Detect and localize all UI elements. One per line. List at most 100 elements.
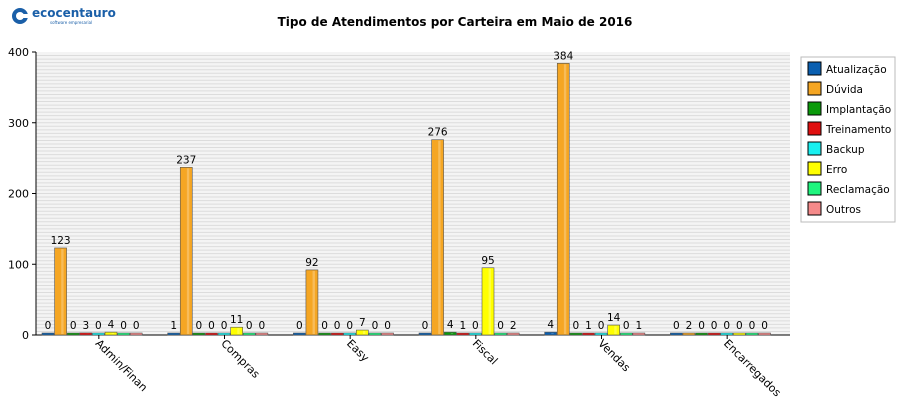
bar (494, 332, 507, 336)
bar (506, 332, 520, 336)
data-label: 0 (711, 320, 718, 332)
bar (556, 63, 570, 336)
bar-highlight (312, 270, 315, 334)
data-label: 0 (334, 320, 341, 332)
data-label: 1 (170, 320, 177, 332)
logo-wordmark: ecocentauro (32, 6, 116, 20)
data-label: 0 (70, 320, 77, 332)
bar (343, 332, 357, 336)
legend-swatch (807, 181, 822, 196)
legend-swatch (807, 201, 822, 216)
logo-tagline: software empresarial (50, 20, 92, 25)
bar (41, 332, 55, 336)
bar (92, 332, 105, 336)
legend-label: Reclamação (826, 184, 890, 196)
data-label: 0 (422, 320, 429, 332)
bar (619, 332, 633, 336)
data-label: 0 (573, 320, 580, 332)
bar (758, 332, 771, 336)
bar (569, 332, 583, 336)
data-label: 0 (120, 320, 127, 332)
data-label: 237 (176, 154, 196, 166)
legend-label: Outros (826, 204, 861, 216)
x-tick-label: Encarregados (721, 337, 784, 400)
bar-highlight (488, 268, 491, 334)
bar (192, 332, 206, 336)
x-tick-label: Admin/Finan (93, 337, 150, 394)
data-label: 14 (607, 312, 621, 324)
data-label: 0 (259, 320, 266, 332)
data-label: 0 (372, 320, 379, 332)
bar (356, 329, 369, 336)
bar-highlight (551, 333, 554, 334)
data-label: 95 (481, 255, 494, 267)
data-label: 4 (447, 319, 454, 331)
legend-swatch (807, 161, 822, 176)
data-label: 1 (459, 320, 466, 332)
bar (66, 332, 80, 336)
bar-highlight (614, 326, 617, 334)
legend-swatch (807, 81, 822, 96)
bar (481, 267, 495, 336)
bar-highlight (438, 140, 441, 334)
data-label: 123 (51, 235, 71, 247)
bar (594, 332, 608, 336)
bar-highlight (61, 248, 64, 334)
bar (381, 332, 394, 336)
data-label: 0 (736, 320, 743, 332)
legend-label: Atualização (826, 64, 887, 76)
data-label: 1 (585, 320, 592, 332)
data-label: 0 (133, 320, 140, 332)
bar (670, 332, 683, 336)
data-label: 0 (196, 320, 203, 332)
bar (695, 332, 708, 336)
data-label: 0 (221, 320, 228, 332)
bar (632, 332, 646, 336)
data-label: 0 (698, 320, 705, 332)
bar-highlight (362, 331, 366, 334)
data-label: 0 (346, 320, 353, 332)
y-tick-label: 400 (8, 46, 29, 59)
x-tick-label: Vendas (595, 337, 633, 375)
bar-highlight (111, 333, 114, 334)
data-label: 384 (553, 50, 573, 62)
x-tick-label: Fiscal (470, 337, 501, 368)
bar (167, 332, 180, 336)
bar (179, 167, 193, 336)
bar-highlight (450, 333, 454, 334)
x-tick-label: Compras (218, 337, 262, 381)
bar-highlight (237, 328, 240, 334)
bar (720, 332, 734, 336)
data-label: 2 (510, 320, 517, 332)
data-label: 3 (82, 320, 89, 332)
bar (293, 332, 306, 336)
data-label: 4 (108, 319, 115, 331)
data-label: 0 (749, 320, 756, 332)
data-label: 4 (547, 319, 554, 331)
data-label: 0 (598, 320, 605, 332)
bar (54, 247, 67, 336)
bar (733, 332, 746, 336)
bar (456, 332, 470, 336)
bar (230, 326, 243, 336)
y-tick-label: 100 (8, 258, 29, 271)
data-label: 1 (636, 320, 643, 332)
data-label: 0 (472, 320, 479, 332)
y-tick-label: 200 (8, 188, 29, 201)
ecocentauro-logo: ecocentauro software empresarial (10, 5, 120, 27)
legend-label: Implantação (826, 104, 891, 116)
data-label: 0 (95, 320, 102, 332)
legend-swatch (807, 101, 822, 116)
data-label: 0 (296, 320, 303, 332)
data-label: 0 (497, 320, 504, 332)
y-tick-label: 0 (22, 329, 29, 342)
x-tick-label: Easy (344, 337, 372, 365)
bar-highlight (186, 168, 190, 334)
data-label: 0 (384, 320, 391, 332)
bar (707, 332, 721, 336)
bar (117, 332, 130, 336)
bar-highlight (563, 64, 567, 334)
bar (544, 331, 557, 336)
bar (431, 139, 444, 336)
legend-swatch (807, 141, 822, 156)
